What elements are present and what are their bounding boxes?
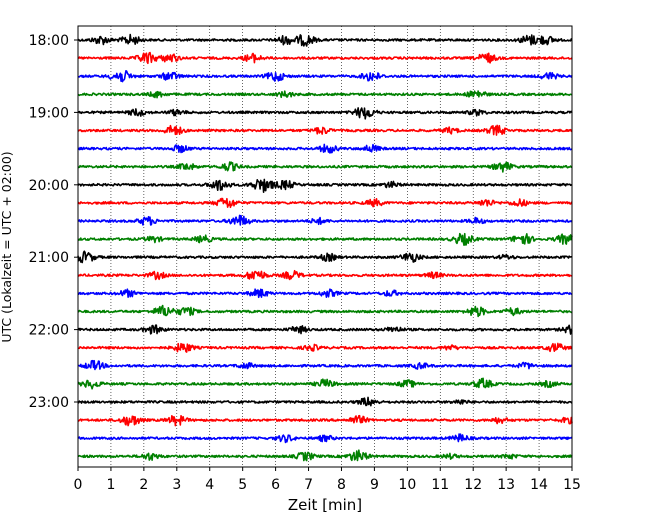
x-tick-label: 10 [398,477,416,493]
seismic-trace [77,107,573,120]
seismic-trace [77,161,573,173]
x-tick-label: 6 [271,477,280,493]
x-tick-label: 1 [106,477,115,493]
y-tick-label: 22:00 [29,323,69,339]
seismic-trace [77,359,573,371]
seismic-trace [77,433,573,444]
seismic-trace [77,90,573,99]
seismic-trace [77,304,573,318]
x-tick-label: 9 [370,477,379,493]
seismic-trace [77,250,573,264]
seismic-trace [77,214,573,226]
seismic-trace [77,396,573,407]
x-tick-label: 2 [139,477,148,493]
x-tick-label: 8 [337,477,346,493]
seismic-trace [77,124,573,136]
seismic-trace [77,269,573,281]
x-tick-label: 5 [238,477,247,493]
x-axis-ticks: 0 1 2 3 4 5 6 7 8 9 10 11 12 13 14 15 [74,467,581,493]
x-tick-label: 13 [497,477,515,493]
y-tick-label: 18:00 [29,33,69,49]
seismic-trace [77,143,573,154]
seismic-trace [77,324,573,335]
y-tick-label: 19:00 [29,105,69,121]
seismic-trace [77,449,573,462]
y-axis-ticks: 18:00 19:00 20:00 21:00 22:00 23:00 [29,33,78,411]
x-tick-label: 7 [304,477,313,493]
seismic-trace [77,51,573,65]
y-tick-label: 21:00 [29,250,69,266]
seismic-trace [77,33,573,47]
trace-group [77,33,573,462]
seismic-trace [77,342,573,353]
y-tick-label: 23:00 [29,395,69,411]
x-tick-label: 11 [431,477,449,493]
x-tick-label: 12 [464,477,482,493]
seismic-trace [77,414,573,427]
seismic-trace [77,197,573,209]
seismic-trace [77,288,573,299]
y-axis-label: UTC (Lokalzeit = UTC + 02:00) [0,151,14,342]
seismic-trace [77,178,573,193]
seismic-trace [77,377,573,390]
plot-frame [77,25,573,468]
x-tick-label: 15 [563,477,581,493]
x-tick-label: 0 [74,477,83,493]
x-tick-label: 4 [205,477,214,493]
x-tick-label: 3 [172,477,181,493]
x-tick-label: 14 [530,477,548,493]
y-tick-label: 20:00 [29,178,69,194]
seismic-trace [77,70,573,83]
x-axis-label: Zeit [min] [288,496,362,514]
seismic-trace [77,232,573,246]
